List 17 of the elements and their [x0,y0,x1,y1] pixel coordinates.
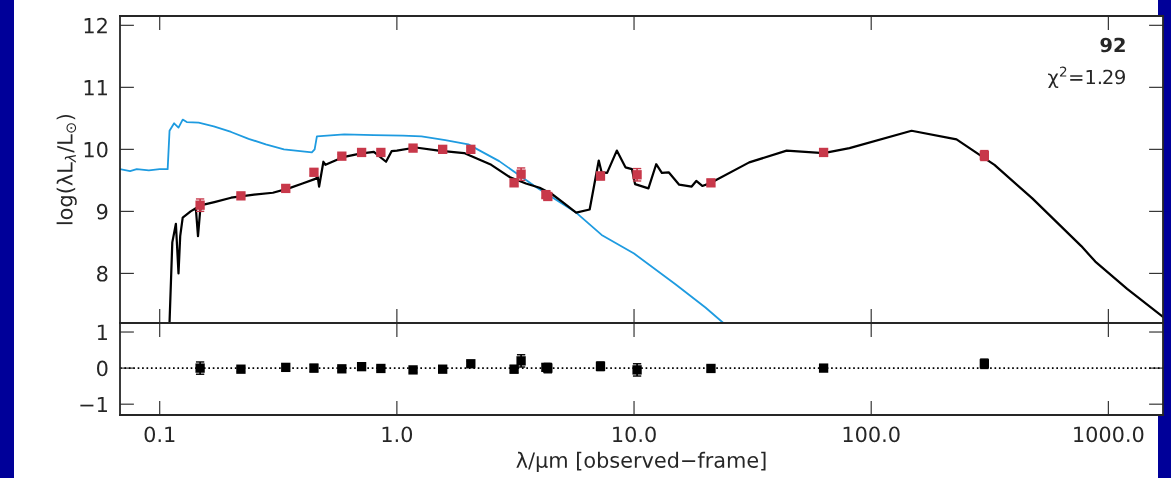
x-tick-label: 1000.0 [1074,426,1144,443]
annotation: χ$^{2}$=1.29 [1048,66,1125,89]
x-axis-title: λ/μm [observed−frame] [516,451,766,472]
y-tick-label: 12 [84,17,107,34]
y-axis-title: log(λL$_{λ}$/L$_{⊙}$) [56,114,77,225]
y-tick-label: −1 [80,396,107,413]
x-tick-label: 1.0 [382,426,413,443]
x-tick-label: 100.0 [843,426,900,443]
y-tick-label: 11 [84,80,107,96]
y-tick-label: 10 [84,141,108,158]
x-tick-label: 10.0 [613,426,656,443]
annotation: 92 [1100,37,1125,53]
y-tick-label: 0 [97,360,108,377]
y-tick-label: 1 [97,324,107,340]
y-tick-label: 9 [96,203,108,220]
y-tick-label: 8 [97,265,108,282]
x-tick-label: 0.1 [144,426,175,443]
